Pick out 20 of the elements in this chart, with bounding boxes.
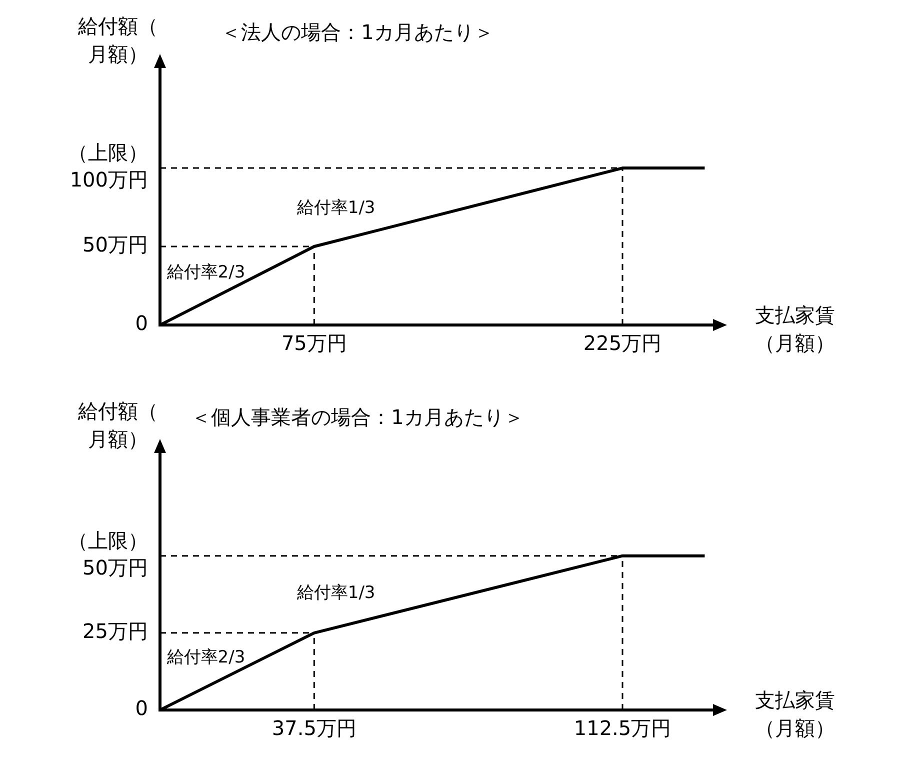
x-tick-label: 225万円: [583, 331, 662, 356]
y-tick-label: （上限） 50万円: [68, 528, 148, 580]
x-tick-label: 37.5万円: [272, 716, 356, 740]
chart-title: ＜個人事業者の場合：1カ月あたり＞: [191, 405, 524, 430]
y-axis-title: 給付額（月額）: [77, 14, 158, 66]
y-tick-label: 0: [135, 311, 148, 336]
x-axis-title: 支払家賃（月額）: [755, 688, 835, 740]
y-axis-title: 給付額（月額）: [77, 399, 158, 452]
y-tick-label: 0: [135, 696, 148, 720]
x-tick-label: 75万円: [281, 331, 347, 356]
x-axis-title: 支払家賃（月額）: [755, 303, 835, 356]
annotation: 給付率1/3: [296, 198, 376, 218]
y-tick-label: （上限） 100万円: [68, 140, 148, 192]
annotation: 給付率2/3: [166, 648, 246, 668]
chart-title: ＜法人の場合：1カ月あたり＞: [221, 20, 494, 44]
annotation: 給付率2/3: [166, 262, 246, 283]
annotation: 給付率1/3: [296, 582, 376, 603]
y-tick-label: 50万円: [82, 232, 148, 257]
x-tick-label: 112.5万円: [574, 716, 672, 740]
y-tick-label: 25万円: [82, 619, 148, 644]
